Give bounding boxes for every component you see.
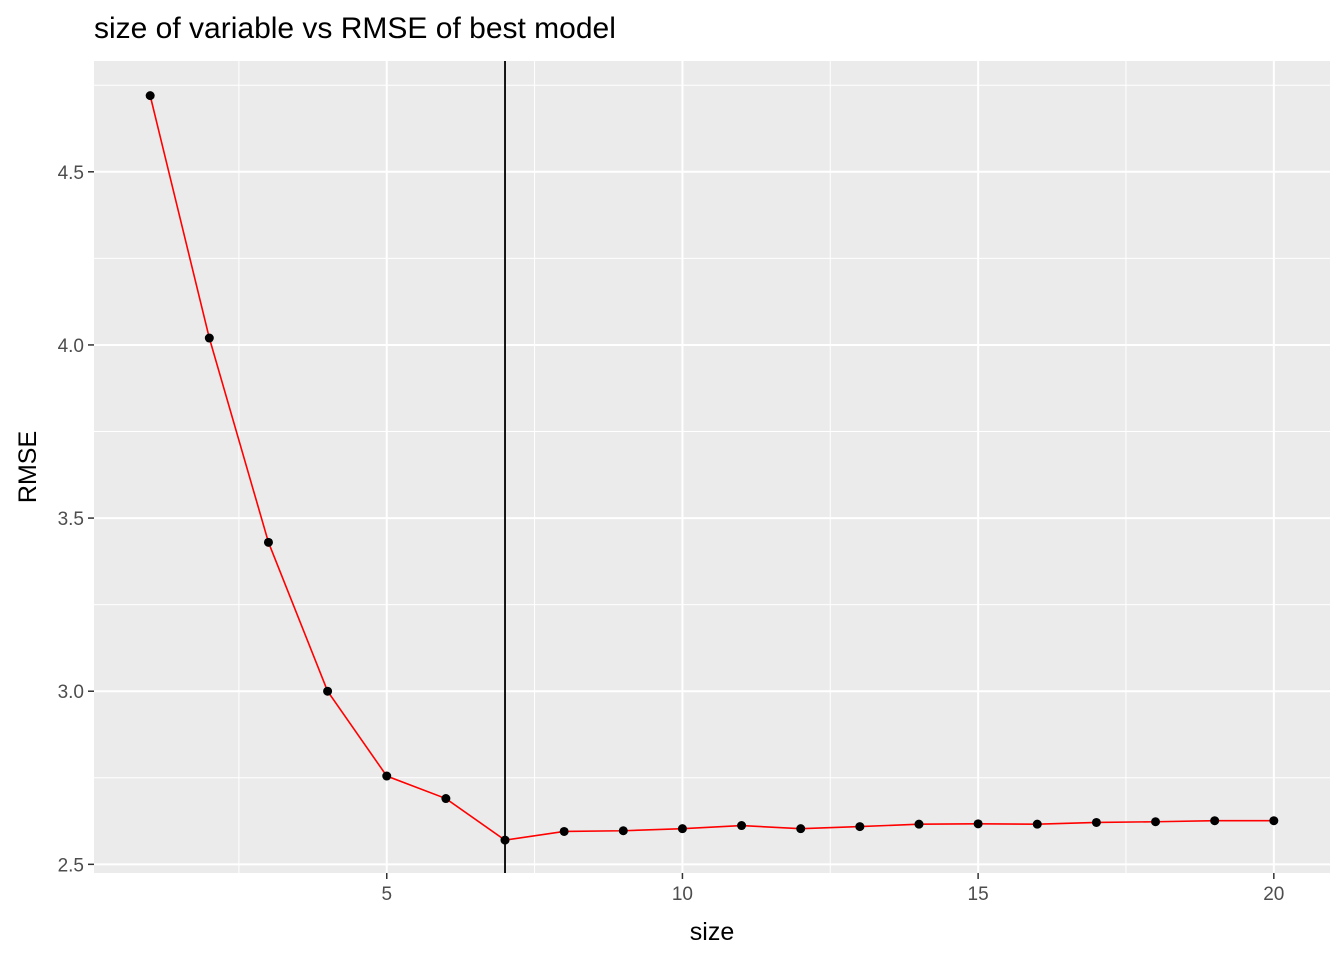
y-axis-tick-labels: 2.5 3.0 3.5 4.0 4.5 bbox=[58, 163, 84, 877]
series-lines bbox=[149, 95, 1274, 841]
data-point bbox=[1091, 817, 1101, 827]
data-point bbox=[263, 537, 273, 547]
x-axis-tick-labels: 5 10 15 20 bbox=[381, 884, 1284, 905]
data-point bbox=[204, 333, 214, 343]
x-tick-label: 5 bbox=[381, 884, 392, 905]
data-point bbox=[1151, 817, 1161, 827]
x-axis-title: size bbox=[690, 918, 734, 946]
y-axis-ticks bbox=[88, 171, 94, 866]
data-point bbox=[323, 686, 333, 696]
data-point bbox=[618, 826, 628, 836]
data-point bbox=[1210, 816, 1220, 826]
data-point bbox=[382, 771, 392, 781]
data-point bbox=[677, 824, 687, 834]
y-tick-label: 2.5 bbox=[58, 855, 84, 876]
x-axis-ticks bbox=[385, 873, 1275, 879]
data-point bbox=[145, 91, 155, 101]
minor-gridlines bbox=[94, 61, 1330, 873]
y-tick-label: 3.5 bbox=[58, 509, 84, 530]
data-point bbox=[1032, 819, 1042, 829]
data-point bbox=[737, 821, 747, 831]
x-tick-label: 15 bbox=[968, 884, 989, 905]
data-point bbox=[855, 822, 865, 832]
series-points bbox=[145, 91, 1279, 845]
data-point bbox=[1269, 816, 1279, 826]
y-tick-label: 4.0 bbox=[58, 336, 84, 357]
data-point bbox=[559, 826, 569, 836]
x-tick-label: 10 bbox=[672, 884, 693, 905]
data-point bbox=[914, 819, 924, 829]
data-point bbox=[796, 824, 806, 834]
plot-panel bbox=[94, 61, 1330, 873]
data-point bbox=[973, 819, 983, 829]
y-axis-title: RMSE bbox=[14, 431, 42, 503]
chart-title: size of variable vs RMSE of best model bbox=[94, 12, 616, 45]
major-gridlines bbox=[94, 61, 1330, 873]
data-point bbox=[441, 794, 451, 804]
x-tick-label: 20 bbox=[1263, 884, 1284, 905]
series-line bbox=[149, 95, 1274, 841]
y-tick-label: 3.0 bbox=[58, 682, 84, 703]
y-tick-label: 4.5 bbox=[58, 163, 84, 184]
